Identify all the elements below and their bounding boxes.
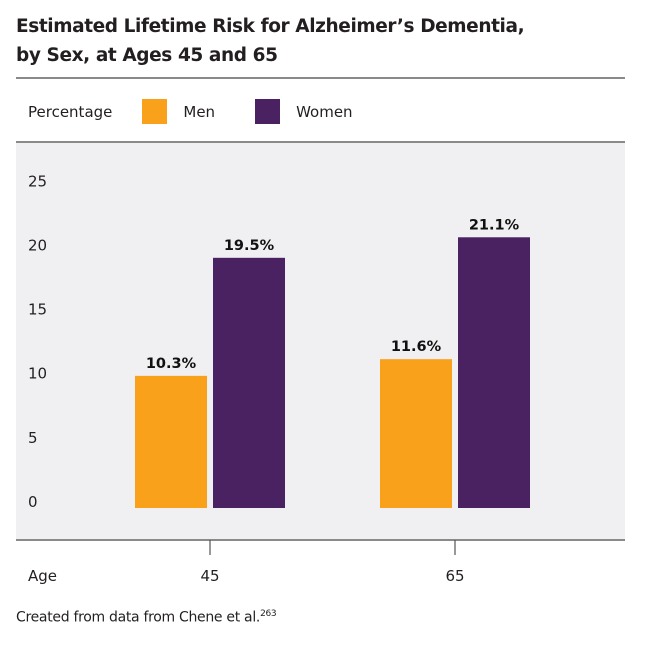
- data-label: 11.6%: [391, 339, 442, 355]
- bar-women-65: [458, 237, 530, 509]
- y-tick-label: 25: [28, 172, 47, 190]
- legend: Percentage Men Women: [28, 99, 353, 124]
- chart-title: Estimated Lifetime Risk for Alzheimer’s …: [16, 12, 525, 70]
- top-divider: [16, 77, 625, 79]
- y-tick-label: 20: [28, 236, 47, 254]
- data-label: 10.3%: [146, 356, 197, 372]
- data-label: 19.5%: [224, 238, 275, 254]
- legend-label-women: Women: [296, 102, 353, 121]
- source-reference: 263: [260, 609, 277, 619]
- bar-men-65: [380, 359, 452, 508]
- title-line-1: Estimated Lifetime Risk for Alzheimer’s …: [16, 16, 525, 37]
- y-tick-label: 0: [28, 493, 38, 511]
- bar-women-45: [213, 257, 285, 508]
- title-line-2: by Sex, at Ages 45 and 65: [16, 45, 278, 66]
- source-text: Created from data from Chene et al.: [16, 609, 261, 626]
- legend-label-men: Men: [183, 102, 216, 121]
- x-axis-label: Age: [28, 567, 57, 585]
- legend-swatch-women: [255, 99, 281, 124]
- y-tick-label: 5: [28, 429, 38, 447]
- legend-divider: [16, 141, 625, 143]
- y-tick-label: 15: [28, 301, 47, 319]
- y-axis-label: Percentage: [28, 102, 113, 121]
- y-tick-label: 10: [28, 365, 47, 383]
- source-note: Created from data from Chene et al.263: [16, 609, 277, 626]
- legend-swatch-men: [142, 99, 168, 124]
- bar-men-45: [135, 375, 207, 508]
- x-tick-label: 65: [445, 567, 464, 585]
- data-label: 21.1%: [469, 217, 520, 233]
- x-tick-label: 45: [200, 567, 219, 585]
